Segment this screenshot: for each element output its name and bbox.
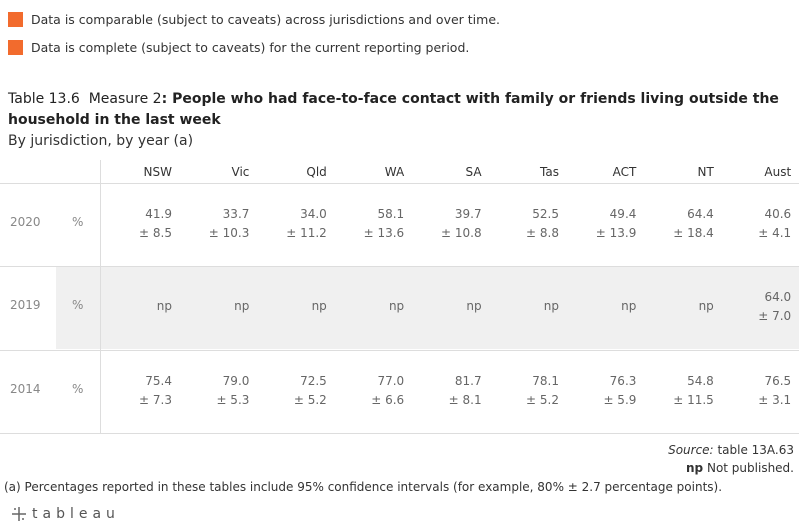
source-text: table 13A.63 [717, 443, 794, 457]
cell-text: ± 6.6 [371, 392, 405, 407]
cell-text: ± 5.2 [526, 392, 559, 407]
cell-text: ± 4.1 [758, 225, 792, 240]
legend-text: Data is complete (subject to caveats) fo… [31, 40, 470, 55]
cell-text: ± 11.2 [286, 225, 327, 240]
brand-icon [12, 507, 26, 521]
cell-text: 49.4 [609, 206, 637, 221]
cell-text: 39.7 [454, 206, 482, 221]
cell-text: ± 13.9 [595, 225, 637, 240]
cell-text: ± 5.9 [603, 392, 637, 407]
column-header: ACT [612, 165, 637, 179]
cell-text: ± 8.8 [526, 225, 559, 240]
cell-text: ± 11.5 [673, 392, 714, 407]
row-unit: % [72, 297, 84, 312]
brand-text: tableau [32, 506, 120, 522]
footnote: (a) Percentages reported in these tables… [4, 480, 723, 494]
cell-text: np [388, 299, 405, 313]
cell-text: np [621, 299, 637, 313]
row-year: 2014 [10, 381, 41, 396]
cell-text: 33.7 [222, 206, 250, 221]
column-header: WA [384, 165, 405, 179]
cell-text: 64.0 [764, 289, 792, 304]
cell-text: 54.8 [687, 373, 714, 388]
cell-text: 40.6 [764, 206, 792, 221]
cell-text: 75.4 [145, 373, 172, 388]
title-text: : People who had face-to-face contact wi… [8, 91, 779, 128]
cell-text: np [156, 299, 172, 313]
cell-text: 64.4 [687, 206, 714, 221]
column-header: NT [697, 165, 714, 179]
cell-text: np [698, 299, 714, 313]
brand: tableau [10, 505, 120, 523]
legend-swatch [8, 40, 23, 55]
cell-text: ± 13.6 [363, 225, 405, 240]
cell-text: 79.0 [222, 373, 250, 388]
cell-text: 41.9 [145, 206, 172, 221]
row-divider [0, 350, 799, 351]
row-divider [0, 266, 799, 267]
cell-text: ± 7.3 [139, 392, 172, 407]
cell-text: np [234, 299, 250, 313]
legend-text: Data is comparable (subject to caveats) … [31, 12, 500, 27]
row-divider [0, 433, 799, 434]
cell-text: ± 5.3 [216, 392, 250, 407]
table: NSW Vic Qld WA SA Tas ACT NT Aust 2020% 41.9 ± 8.5 3… [0, 160, 799, 434]
cell-text: 72.5 [300, 373, 327, 388]
cell-text: 52.5 [532, 206, 559, 221]
column-header: SA [465, 165, 482, 179]
row-divider [0, 183, 799, 184]
legend-swatch [8, 12, 23, 27]
column-header: Qld [306, 165, 327, 179]
cell-text: 76.5 [764, 373, 792, 388]
cell-text: 76.3 [609, 373, 637, 388]
source: Source: table 13A.63 [668, 443, 794, 457]
cell-text: 78.1 [532, 373, 559, 388]
row-year: 2019 [10, 297, 41, 312]
legend-item: Data is complete (subject to caveats) fo… [8, 40, 469, 55]
cell-text: 34.0 [300, 206, 327, 221]
cell-text: ± 8.5 [139, 225, 172, 240]
column-header: Tas [540, 165, 559, 179]
row-unit: % [72, 381, 84, 396]
cell-text: ± 10.3 [208, 225, 250, 240]
cell-text: np [466, 299, 482, 313]
column-header: Aust [764, 165, 792, 179]
legend-item: Data is comparable (subject to caveats) … [8, 12, 500, 27]
title: Table 13.6 Measure 2: People who had fac… [8, 89, 793, 131]
cell-text: 58.1 [377, 206, 405, 221]
row-unit: % [72, 214, 84, 229]
row-year: 2020 [10, 214, 41, 229]
cell-text: 77.0 [377, 373, 405, 388]
title-prefix: Table 13.6 Measure 2 [8, 91, 162, 107]
cell-text: np [543, 299, 559, 313]
cell-text: ± 5.2 [293, 392, 327, 407]
row-band [56, 266, 799, 349]
cell-text: 81.7 [454, 373, 482, 388]
cell-text: ± 8.1 [448, 392, 482, 407]
np-abbr: np [686, 461, 704, 475]
subtitle: By jurisdiction, by year (a) [8, 133, 194, 149]
source-label: Source: [668, 443, 714, 457]
column-header: NSW [143, 165, 172, 179]
column-divider [100, 160, 101, 433]
cell-text: ± 10.8 [441, 225, 482, 240]
cell-text: np [311, 299, 327, 313]
cell-text: ± 7.0 [758, 308, 792, 323]
np-text: Not published. [706, 461, 794, 475]
cell-text: ± 3.1 [758, 392, 792, 407]
cell-text: ± 18.4 [673, 225, 714, 240]
np-note: np Not published. [686, 461, 794, 475]
column-header: Vic [231, 165, 250, 179]
